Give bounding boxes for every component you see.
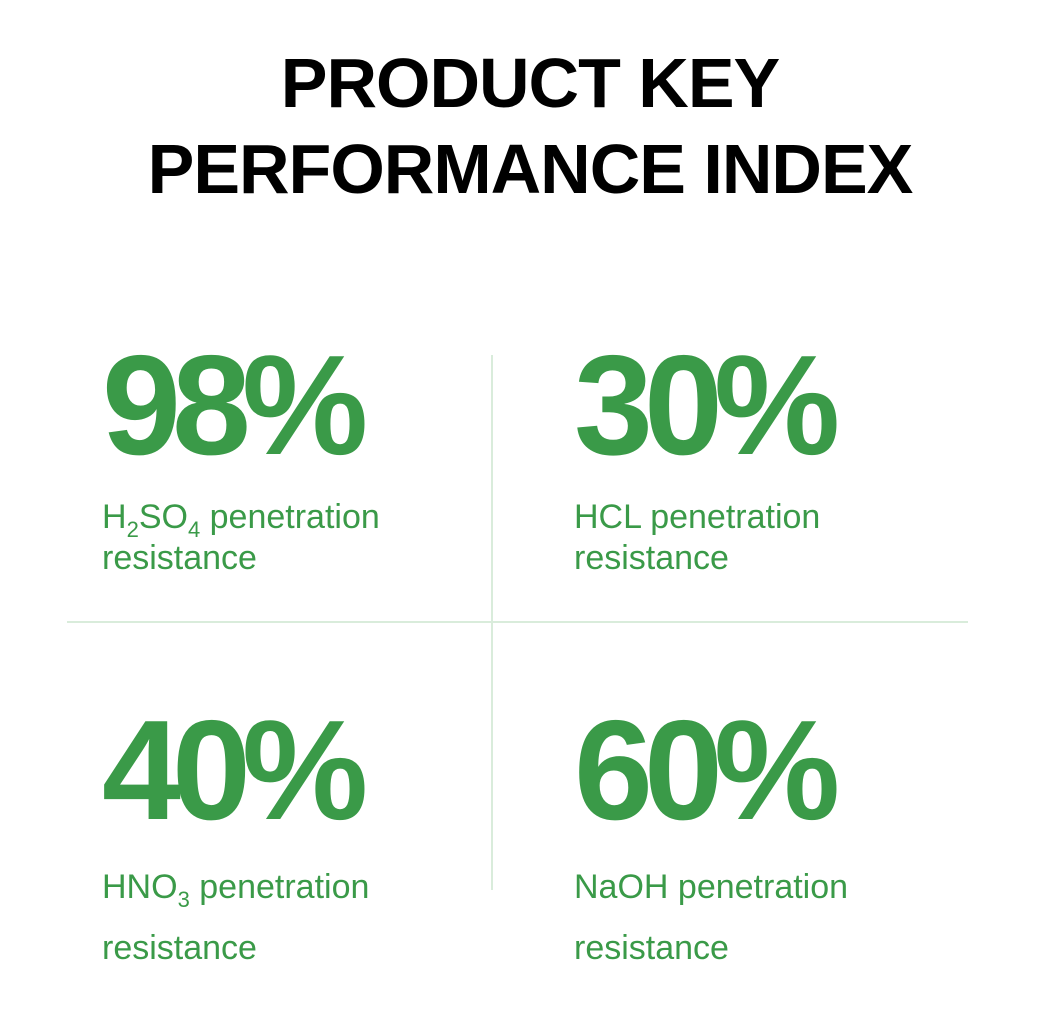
metric-label-line2: resistance	[102, 929, 257, 967]
metric-label: HCL penetration	[574, 498, 821, 536]
metric-naoh: 60% NaOH penetration resistance	[574, 689, 848, 979]
metric-h2so4: 98% H2SO4 penetration resistance	[102, 324, 380, 579]
page-title: PRODUCT KEY PERFORMANCE INDEX	[0, 40, 1060, 212]
metric-label: NaOH penetration	[574, 868, 849, 906]
metric-hcl: 30% HCL penetration resistance	[574, 324, 840, 579]
metric-value: 98%	[102, 326, 368, 485]
metric-value: 30%	[574, 326, 840, 485]
metric-label-line2: resistance	[102, 539, 257, 577]
metric-hno3: 40% HNO3 penetration resistance	[102, 689, 369, 979]
metric-label-line2: resistance	[574, 929, 729, 967]
metric-value: 60%	[574, 691, 840, 850]
title-line-2: PERFORMANCE INDEX	[147, 130, 914, 208]
metric-label-line2: resistance	[574, 539, 729, 577]
horizontal-divider	[67, 621, 968, 623]
metric-value: 40%	[102, 691, 368, 850]
metric-label: H2SO4 penetration	[102, 498, 380, 542]
metric-label: HNO3 penetration	[102, 868, 370, 912]
title-line-1: PRODUCT KEY	[280, 44, 780, 122]
